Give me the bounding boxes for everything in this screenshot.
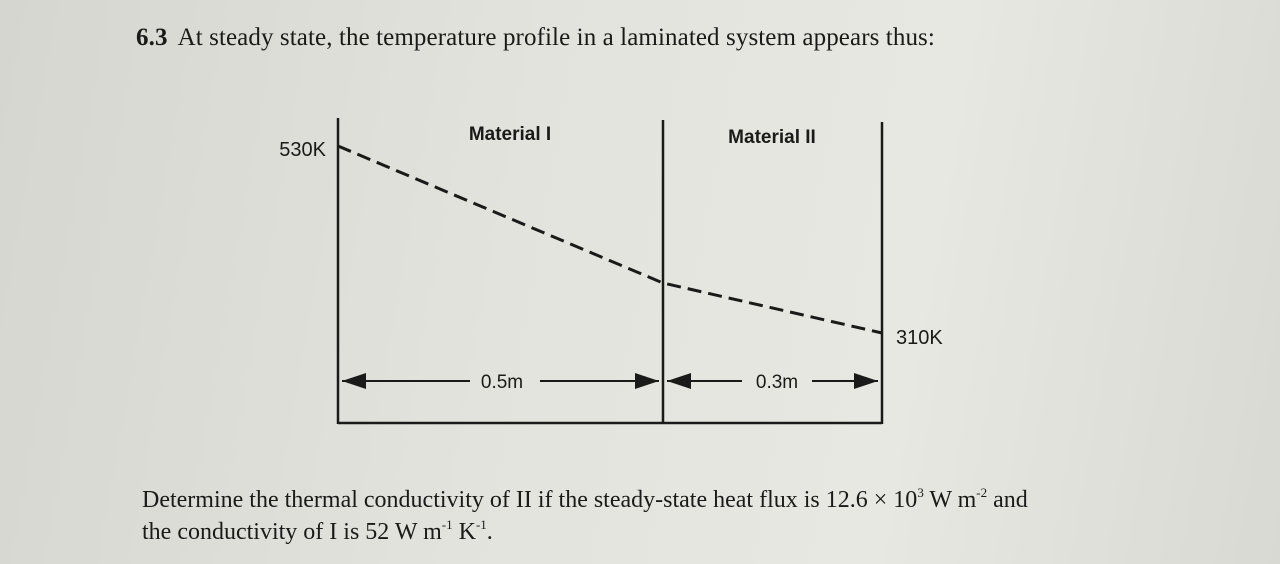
thickness-1-label: 0.5m xyxy=(481,372,523,393)
prompt-line-1: Determine the thermal conductivity of II… xyxy=(142,484,1028,516)
prompt-line-2: the conductivity of I is 52 W m-1 K-1. xyxy=(142,516,1028,548)
exponent: -1 xyxy=(441,517,453,532)
prompt-text: the conductivity of I is 52 W m xyxy=(142,519,442,545)
prompt-text: K xyxy=(452,519,476,545)
prompt-text: and xyxy=(987,487,1028,513)
question-heading: 6.3 At steady state, the temperature prof… xyxy=(136,24,935,52)
problem-prompt: Determine the thermal conductivity of II… xyxy=(142,484,1028,548)
exponent: 3 xyxy=(917,485,924,500)
left-temperature-label: 530K xyxy=(279,139,326,161)
prompt-text: Determine the thermal conductivity of II… xyxy=(142,487,918,513)
prompt-text: W m xyxy=(923,487,977,513)
prompt-text: . xyxy=(486,519,493,545)
material-2-label: Material II xyxy=(728,127,816,148)
thickness-2-label: 0.3m xyxy=(756,372,798,393)
right-temperature-label: 310K xyxy=(896,327,943,349)
question-text: At steady state, the temperature profile… xyxy=(177,24,935,51)
temperature-profile-line xyxy=(337,144,883,335)
material-1-label: Material I xyxy=(469,124,551,145)
exponent: -2 xyxy=(976,485,988,500)
exponent: -1 xyxy=(475,517,487,532)
question-number: 6.3 xyxy=(136,24,168,51)
